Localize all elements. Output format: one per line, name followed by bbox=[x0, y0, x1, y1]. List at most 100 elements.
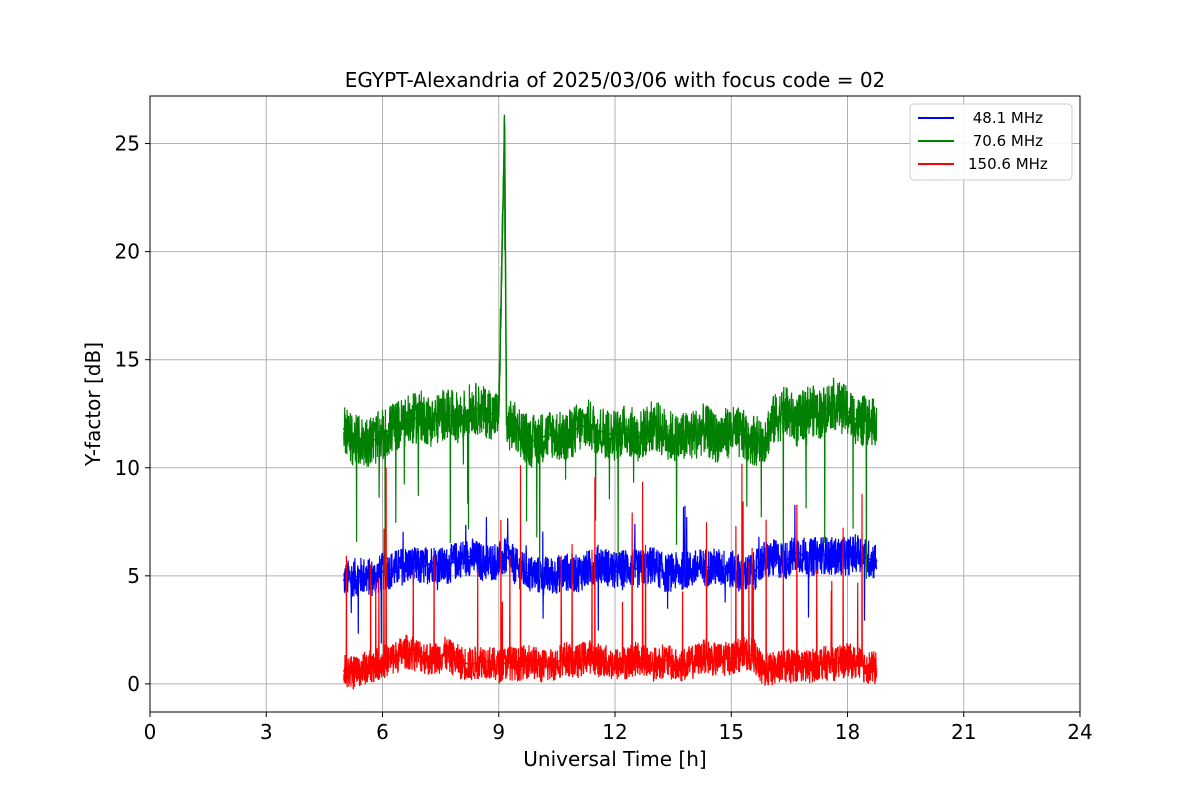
x-axis-label: Universal Time [h] bbox=[523, 747, 706, 771]
series-2-data-path bbox=[343, 650, 877, 674]
series-2-point bbox=[730, 657, 733, 659]
series-2-point bbox=[505, 661, 508, 664]
series-1-point bbox=[459, 417, 461, 419]
series-0-line bbox=[342, 504, 878, 644]
series-0-point bbox=[652, 564, 655, 566]
series-0-data-path bbox=[343, 551, 877, 581]
series-1-point bbox=[819, 412, 822, 415]
series-0-point bbox=[784, 559, 787, 562]
series-2-point bbox=[866, 665, 868, 668]
series-0-noise-path bbox=[343, 504, 878, 644]
legend-label: 70.6 MHz bbox=[968, 132, 1043, 150]
series-1-point bbox=[497, 415, 500, 417]
series-0-point bbox=[858, 551, 860, 553]
x-tick-label: 3 bbox=[260, 720, 273, 744]
series-2-point bbox=[497, 665, 500, 668]
series-0-point bbox=[420, 566, 423, 568]
series-0-point bbox=[575, 572, 578, 575]
series-2-point bbox=[540, 665, 543, 668]
x-tick-label: 9 bbox=[492, 720, 505, 744]
series-2-point bbox=[517, 663, 519, 666]
series-1-point bbox=[381, 434, 384, 437]
series-0-point bbox=[846, 555, 849, 558]
series-1-line bbox=[342, 114, 878, 580]
series-2-point bbox=[443, 652, 446, 655]
series-1-point bbox=[753, 438, 756, 441]
series-2-point bbox=[373, 663, 376, 666]
y-tick-label: 25 bbox=[115, 132, 140, 156]
series-0-point bbox=[691, 568, 694, 571]
x-tick-label: 15 bbox=[719, 720, 744, 744]
x-tick-label: 12 bbox=[602, 720, 627, 744]
series-2-point bbox=[420, 655, 423, 657]
series-1-point bbox=[664, 432, 667, 434]
series-2-point bbox=[784, 665, 787, 668]
series-0-point bbox=[350, 577, 353, 579]
series-2-point bbox=[381, 661, 384, 664]
series-0-point bbox=[470, 555, 473, 558]
series-0-point bbox=[432, 562, 434, 564]
series-1-point bbox=[807, 408, 810, 411]
series-0-point bbox=[761, 559, 764, 562]
series-2-point bbox=[432, 659, 434, 661]
series-2-point bbox=[664, 659, 667, 661]
series-0-point bbox=[819, 553, 822, 556]
series-2-point bbox=[819, 661, 822, 664]
series-0-point bbox=[381, 570, 384, 573]
series-0-point bbox=[703, 566, 705, 568]
series-1-point bbox=[614, 434, 616, 437]
y-tick-label: 10 bbox=[115, 456, 140, 480]
series-2-point bbox=[563, 657, 566, 659]
series-1-point bbox=[773, 419, 775, 422]
series-0-point bbox=[404, 564, 407, 566]
series-1-point bbox=[528, 441, 531, 443]
series-2-point bbox=[714, 659, 717, 661]
series-0-point bbox=[831, 555, 833, 558]
series-2-point bbox=[742, 652, 744, 655]
series-2-point bbox=[773, 667, 775, 670]
series-2-point bbox=[703, 655, 705, 657]
series-2-point bbox=[459, 661, 461, 664]
series-1-point bbox=[691, 434, 694, 437]
series-2-line bbox=[342, 463, 878, 690]
series-0-point bbox=[730, 568, 733, 571]
y-tick-label: 0 bbox=[127, 672, 140, 696]
series-2-point bbox=[807, 665, 810, 668]
series-1-point bbox=[742, 434, 744, 437]
legend-box bbox=[909, 103, 1073, 181]
series-1-point bbox=[503, 123, 506, 125]
series-1-point bbox=[714, 436, 717, 439]
series-0-point bbox=[497, 559, 500, 562]
series-1-point bbox=[470, 406, 473, 409]
series-1-point bbox=[598, 430, 601, 432]
series-0-point bbox=[362, 575, 364, 577]
series-2-point bbox=[637, 657, 640, 659]
y-tick-label: 5 bbox=[127, 564, 140, 588]
series-2-point bbox=[350, 672, 353, 674]
series-2-noise-path bbox=[343, 463, 878, 690]
series-0-point bbox=[664, 572, 667, 575]
series-1-point bbox=[784, 410, 787, 413]
series-0-point bbox=[773, 557, 775, 560]
series-2-point bbox=[575, 661, 578, 664]
series-0-point bbox=[614, 570, 616, 573]
series-1-point bbox=[831, 402, 833, 404]
series-2-point bbox=[753, 655, 756, 657]
series-2-point bbox=[796, 663, 798, 666]
series-0-point bbox=[676, 570, 678, 573]
series-0-point bbox=[373, 577, 376, 579]
series-2-point bbox=[482, 659, 485, 661]
series-0-point bbox=[393, 568, 395, 571]
series-1-point bbox=[432, 421, 434, 424]
series-1-point bbox=[637, 436, 640, 439]
series-1-point bbox=[846, 410, 849, 413]
series-1-point bbox=[703, 428, 705, 430]
series-0-point bbox=[587, 568, 589, 571]
series-0-point bbox=[540, 575, 543, 577]
series-0-point bbox=[528, 572, 531, 575]
series-1-point bbox=[404, 421, 407, 424]
legend-label: 48.1 MHz bbox=[968, 109, 1043, 127]
series-0-point bbox=[714, 566, 717, 568]
series-2-point bbox=[342, 670, 345, 672]
